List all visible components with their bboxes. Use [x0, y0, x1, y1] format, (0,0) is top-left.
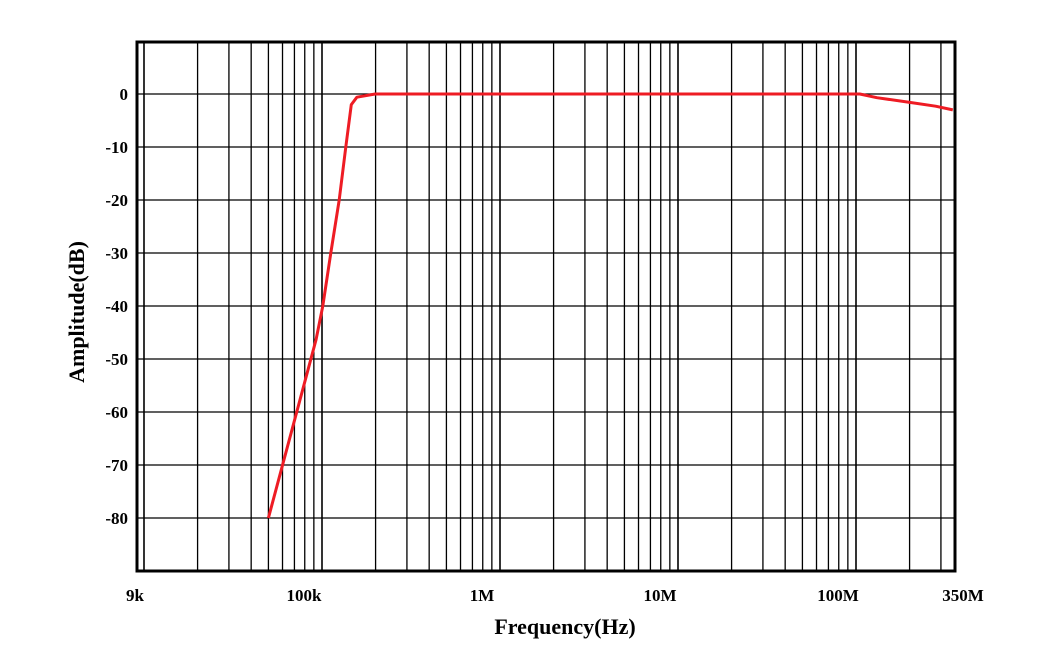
y-tick-labels: 0 -10 -20 -30 -40 -50 -60 -70 -80 [105, 85, 128, 528]
grid-lines [137, 42, 955, 571]
series-line [266, 92, 954, 519]
x-tick-label: 1M [470, 586, 495, 605]
y-tick-label: -20 [105, 191, 128, 210]
y-axis-label: Amplitude(dB) [64, 241, 89, 383]
x-tick-label: 350M [942, 586, 984, 605]
y-tick-label: -10 [105, 138, 128, 157]
x-tick-label: 10M [643, 586, 676, 605]
y-tick-label: -30 [105, 244, 128, 263]
plot-frame [135, 40, 957, 573]
x-tick-label: 100M [817, 586, 859, 605]
y-tick-label: -40 [105, 297, 128, 316]
x-axis-label: Frequency(Hz) [494, 614, 635, 639]
y-tick-label: 0 [120, 85, 129, 104]
y-tick-label: -60 [105, 403, 128, 422]
y-tick-label: -80 [105, 509, 128, 528]
x-tick-label: 100k [287, 586, 323, 605]
x-tick-label: 9k [126, 586, 145, 605]
x-tick-labels: 9k 100k 1M 10M 100M 350M [126, 586, 984, 605]
y-tick-label: -50 [105, 350, 128, 369]
y-tick-label: -70 [105, 456, 128, 475]
